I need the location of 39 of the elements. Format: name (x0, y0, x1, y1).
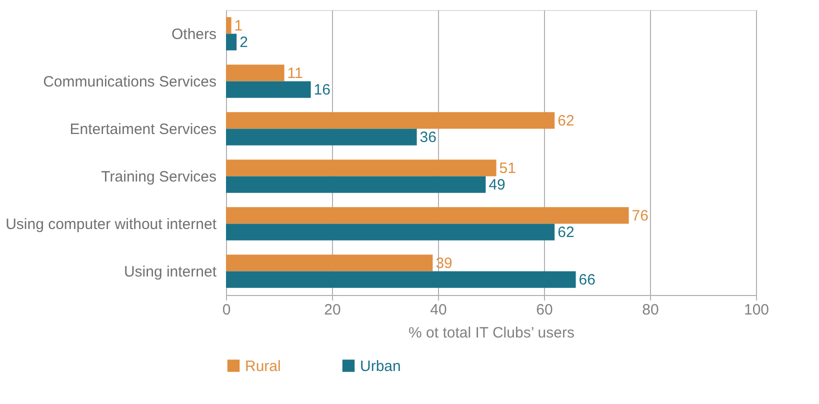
bar (226, 112, 555, 129)
data-label: 62 (558, 112, 574, 130)
bar (226, 254, 433, 272)
x-tick-label: 60 (536, 302, 553, 318)
data-label: 49 (488, 176, 506, 194)
bar (226, 160, 496, 176)
bar (226, 64, 284, 82)
data-label: 11 (287, 64, 303, 82)
legend-label: Rural (245, 358, 281, 375)
legend-label: Urban (360, 358, 401, 375)
y-tick-label: Communications Services (43, 73, 216, 90)
bar (226, 224, 555, 240)
data-label: 1 (234, 17, 243, 34)
y-tick-label: Others (171, 26, 216, 43)
bar (226, 176, 486, 193)
bar (226, 271, 576, 288)
y-tick-label: Using computer without internet (6, 216, 218, 233)
bar (226, 207, 629, 224)
y-tick-label: Using internet (124, 263, 218, 280)
data-label: 36 (420, 129, 436, 146)
x-tick-label: 0 (222, 302, 231, 318)
x-axis-title: % ot total IT Clubs’ users (408, 324, 574, 342)
data-label: 39 (436, 254, 452, 272)
data-label: 51 (499, 160, 516, 177)
data-label: 16 (314, 82, 330, 99)
y-tick-label: Entertaiment Services (70, 120, 216, 138)
data-label: 2 (240, 34, 248, 52)
y-tick-label: Training Services (101, 168, 216, 186)
x-tick-label: 40 (430, 302, 447, 318)
bar (226, 128, 417, 146)
x-tick-label: 80 (642, 302, 659, 318)
data-label: 66 (578, 272, 596, 289)
bar (226, 81, 311, 98)
data-label: 62 (558, 224, 574, 242)
data-label: 76 (632, 207, 648, 224)
bar (226, 34, 237, 50)
x-tick-label: 20 (324, 302, 341, 318)
x-tick-label: 100 (744, 302, 770, 318)
bar (226, 17, 232, 34)
